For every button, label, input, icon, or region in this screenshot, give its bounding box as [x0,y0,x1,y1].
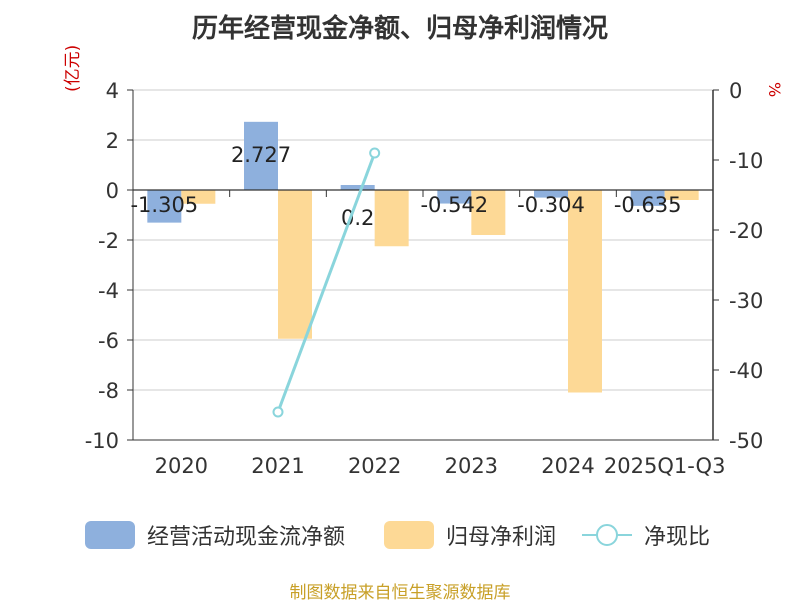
data-source: 制图数据来自恒生聚源数据库 [289,583,511,603]
legend-label-net-profit: 归母净利润 [446,525,557,550]
left-tick-label: -6 [98,329,119,353]
right-tick-label: -50 [729,429,763,453]
left-tick-label: -10 [85,429,119,453]
bar-net-profit [374,190,409,247]
left-tick-label: 2 [106,129,119,153]
x-tick-label: 2025Q1-Q3 [604,454,726,478]
left-tick-label: 0 [106,179,119,203]
legend: 经营活动现金流净额 归母净利润 净现比 [0,517,800,553]
left-tick-label: -4 [98,279,119,303]
bar-cash-flow [437,190,472,204]
right-tick-label: -10 [729,149,763,173]
legend-swatch-cash-flow [85,521,135,549]
right-tick-label: -30 [729,289,763,313]
right-tick-label: -20 [729,219,763,243]
bar-cash-flow [244,121,278,190]
legend-item-ratio[interactable]: 净现比 [582,517,710,553]
bar-net-profit [278,190,312,339]
x-tick-label: 2024 [541,454,594,478]
x-tick-label: 2022 [348,454,401,478]
data-label-cash-flow: -0.304 [517,193,585,217]
bar-net-profit [181,190,216,204]
bar-cash-flow [340,185,375,190]
ratio-point [369,147,381,159]
left-tick-label: 4 [106,79,119,103]
chart-title: 历年经营现金净额、归母净利润情况 [191,14,608,44]
bar-cash-flow [630,190,665,206]
x-tick-label: 2021 [251,454,304,478]
legend-swatch-net-profit [384,521,434,549]
data-label-cash-flow: -1.305 [130,193,198,217]
bar-net-profit [471,190,506,235]
bar-net-profit [568,190,602,393]
bar-cash-flow [534,190,568,198]
x-tick-label: 2020 [155,454,208,478]
legend-label-ratio: 净现比 [644,525,711,550]
ratio-line [276,152,377,413]
legend-item-cash-flow[interactable]: 经营活动现金流净额 [85,517,345,553]
data-label-cash-flow: -0.635 [614,193,682,217]
x-tick-label: 2023 [445,454,498,478]
right-tick-label: -40 [729,359,763,383]
bar-net-profit [664,190,699,200]
ratio-point [272,406,284,418]
legend-item-net-profit[interactable]: 归母净利润 [384,517,556,553]
data-label-cash-flow: -0.542 [420,193,488,217]
data-label-cash-flow: 2.727 [231,143,291,167]
bar-cash-flow [147,190,182,223]
right-tick-label: 0 [729,79,742,103]
left-tick-label: -2 [98,229,119,253]
legend-line-ratio-icon [582,521,632,549]
left-tick-label: -8 [98,379,119,403]
legend-label-cash-flow: 经营活动现金流净额 [147,525,346,550]
